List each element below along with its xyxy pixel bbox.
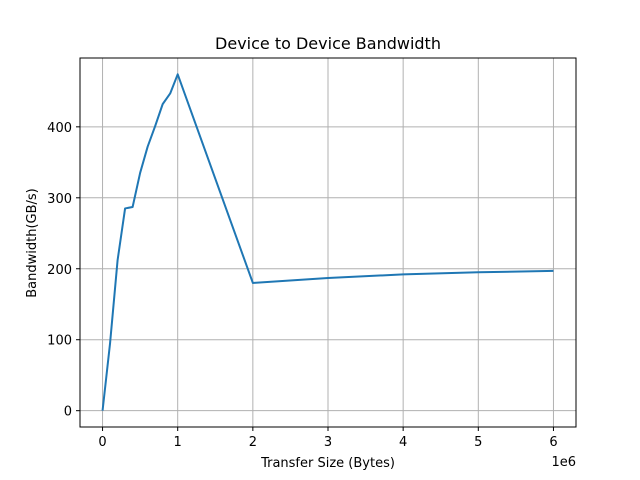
- x-tick-label: 1: [174, 435, 182, 450]
- bandwidth-series-line: [101, 73, 554, 411]
- x-tick-label: 0: [98, 435, 106, 450]
- x-axis-offset-label: 1e6: [551, 455, 576, 470]
- y-tick-label: 100: [47, 334, 72, 349]
- x-tick-label: 3: [324, 435, 332, 450]
- y-tick-label: 200: [47, 263, 72, 278]
- y-axis-label: Bandwidth(GB/s): [25, 188, 40, 298]
- grid: [80, 58, 576, 427]
- y-tick-label: 300: [47, 192, 72, 207]
- x-tick-label: 5: [474, 435, 482, 450]
- y-tick-label: 0: [64, 405, 72, 420]
- x-tick-label: 2: [249, 435, 257, 450]
- axis-ticks: 0 1 2 3 4 5 6 0 100 200 300 400: [47, 121, 557, 450]
- series-layer: [101, 73, 554, 411]
- chart-title: Device to Device Bandwidth: [215, 34, 441, 53]
- x-tick-label: 6: [549, 435, 557, 450]
- x-axis-label: Transfer Size (Bytes): [260, 456, 395, 471]
- y-tick-label: 400: [47, 121, 72, 136]
- x-tick-label: 4: [399, 435, 407, 450]
